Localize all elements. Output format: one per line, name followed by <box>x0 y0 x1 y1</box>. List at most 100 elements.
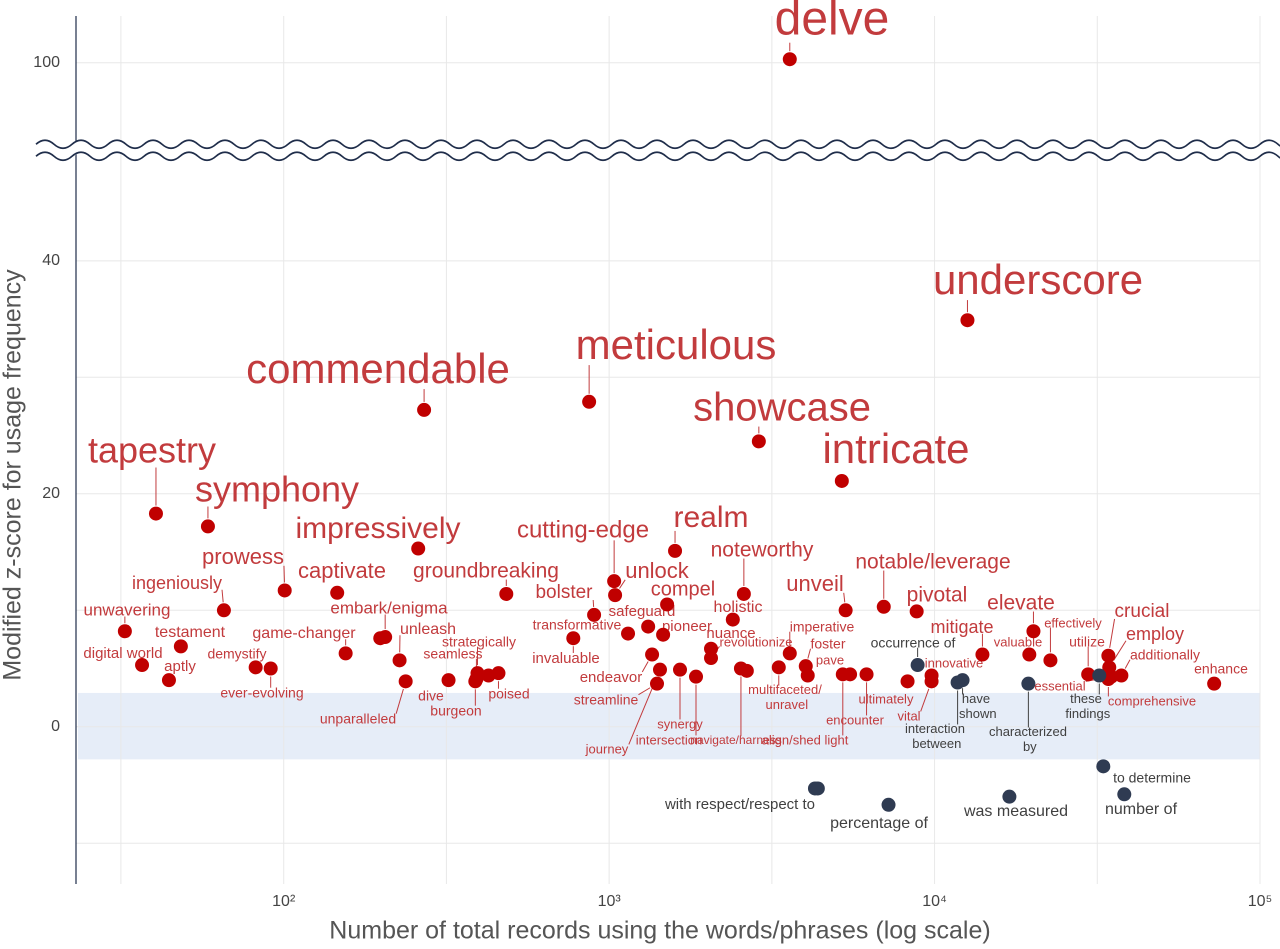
point-label: was measured <box>963 803 1068 820</box>
point-label: noteworthy <box>711 539 814 562</box>
point <box>909 604 924 619</box>
point <box>843 667 858 682</box>
point-label: comprehensive <box>1108 693 1196 708</box>
point <box>398 674 413 689</box>
point <box>736 586 751 601</box>
point-label: tapestry <box>88 430 216 471</box>
point-label: intricate <box>822 425 969 472</box>
point <box>673 662 688 677</box>
point <box>1081 667 1096 682</box>
point <box>645 647 660 662</box>
point-label: additionally <box>1130 647 1200 663</box>
point-label: prowess <box>202 544 284 569</box>
y-tick-label: 100 <box>33 54 60 71</box>
leader-line <box>1109 618 1116 648</box>
leader-line <box>1113 640 1127 661</box>
point-label: delve <box>775 0 890 46</box>
point <box>782 646 797 661</box>
leader-line <box>920 688 930 712</box>
point-label: testament <box>155 624 226 641</box>
point-label: endeavor <box>580 669 643 686</box>
point <box>876 599 891 614</box>
point <box>660 597 675 612</box>
point <box>392 653 407 668</box>
point-label: symphony <box>195 469 359 510</box>
point-label: these findings <box>1062 691 1111 721</box>
shaded-band <box>78 692 1260 760</box>
point <box>117 624 132 639</box>
point-label: poised <box>488 686 529 702</box>
point-label: streamline <box>574 692 639 708</box>
point-label: digital world <box>83 645 162 662</box>
point <box>587 607 602 622</box>
leader-line <box>638 687 651 696</box>
point-label: ultimately <box>859 691 914 706</box>
point-label: transformative <box>533 617 622 633</box>
point <box>668 543 683 558</box>
point-label: to determine <box>1113 770 1191 786</box>
point <box>656 627 671 642</box>
point-label: pioneer <box>662 618 712 635</box>
point-label: align/shed light <box>762 732 849 747</box>
point <box>1021 676 1036 691</box>
point <box>689 669 704 684</box>
point <box>1117 787 1132 802</box>
point <box>649 676 664 691</box>
point <box>1096 759 1111 774</box>
point-label: demystify <box>207 646 266 662</box>
point <box>950 675 965 690</box>
point <box>641 619 656 634</box>
point-label: nuance <box>706 625 755 642</box>
point <box>881 797 896 812</box>
point-label: holistic <box>714 599 763 616</box>
point-label: revolutionize <box>720 634 793 649</box>
point-label: game-changer <box>252 625 356 642</box>
point <box>782 52 797 67</box>
x-tick-label: 10² <box>272 893 296 910</box>
point <box>910 658 925 673</box>
axis-break-line <box>35 139 1280 150</box>
point <box>135 658 150 673</box>
point-label: imperative <box>790 619 855 635</box>
point-label: journey <box>585 741 629 756</box>
point <box>900 674 915 689</box>
point-label: effectively <box>1044 615 1102 630</box>
point <box>499 586 514 601</box>
leader-line <box>395 688 404 714</box>
point <box>1207 676 1222 691</box>
point <box>200 519 215 534</box>
point-label: vital <box>897 708 920 723</box>
point <box>161 673 176 688</box>
point-label: mitigate <box>930 617 993 637</box>
point-label: underscore <box>933 256 1143 303</box>
point-label: unveil <box>786 571 843 596</box>
point-label: occurrence of <box>871 635 956 651</box>
point <box>248 660 263 675</box>
point-label: commendable <box>246 345 510 392</box>
point-label: percentage of <box>830 815 928 832</box>
point <box>1043 653 1058 668</box>
point <box>481 668 496 683</box>
point-label: enhance <box>1194 661 1248 677</box>
point <box>338 646 353 661</box>
leader-line <box>641 661 649 673</box>
point <box>751 434 766 449</box>
point-label: notable/leverage <box>855 551 1010 574</box>
point <box>1101 648 1116 663</box>
point <box>725 612 740 627</box>
point-label: interaction between <box>905 721 965 751</box>
leader-line <box>807 648 811 659</box>
point-label: invaluable <box>532 650 600 667</box>
point-label: unwavering <box>84 600 171 619</box>
points <box>117 52 1222 812</box>
point <box>330 585 345 600</box>
point <box>834 473 849 488</box>
point-label: meticulous <box>576 321 777 368</box>
point-label: safeguard <box>609 603 676 620</box>
point-label: compel <box>651 578 715 600</box>
point <box>810 781 825 796</box>
point-label: dive <box>418 688 444 704</box>
x-tick-label: 10⁴ <box>922 893 947 910</box>
point-label: foster <box>810 636 845 652</box>
